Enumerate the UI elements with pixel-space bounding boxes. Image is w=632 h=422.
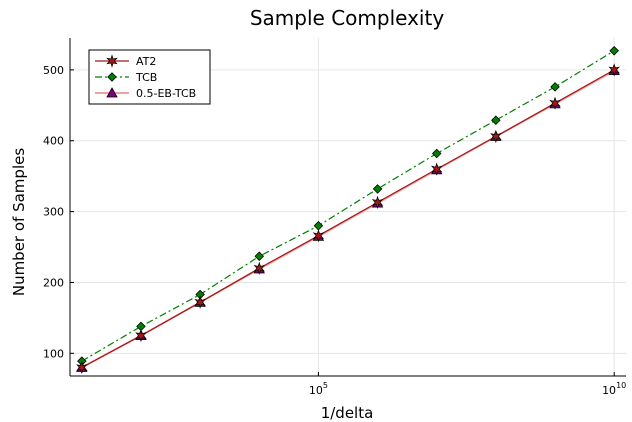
series-1-point-7 (491, 115, 501, 125)
series-1-point-5 (372, 184, 383, 194)
series-0-point-2 (194, 295, 206, 309)
series-0-point-0 (76, 360, 88, 375)
y-tick-label-3: 400 (43, 135, 64, 148)
legend: AT2 TCB 0.5-EB-TCB (88, 49, 211, 105)
legend-label-0: AT2 (136, 55, 156, 68)
legend-marker-2 (106, 87, 118, 98)
chart-title: Sample Complexity (250, 6, 444, 30)
legend-label-2: 0.5-EB-TCB (136, 87, 196, 100)
series-0-point-1 (135, 328, 147, 343)
series-line-0 (81, 69, 615, 369)
x-tick-label-0: 105 (309, 381, 328, 397)
series-1-point-4 (313, 221, 324, 231)
y-axis-label: Number of Samples (10, 148, 28, 296)
series-0-point-5 (371, 195, 384, 210)
series-0-point-9 (608, 63, 620, 77)
x-tick-labels: 105 1010 (309, 381, 626, 397)
series-0-point-3 (253, 261, 266, 275)
axes (69, 38, 626, 377)
series-line-1 (81, 50, 615, 362)
series-group (76, 45, 620, 375)
series-1-point-3 (254, 251, 265, 262)
series-1-point-6 (431, 148, 442, 159)
legend-label-1: TCB (135, 71, 157, 84)
legend-marker-0 (106, 54, 118, 68)
legend-marker-1 (107, 72, 117, 82)
x-tick-label-1: 1010 (602, 381, 626, 397)
x-axis-label: 1/delta (321, 404, 374, 422)
series-0-point-4 (312, 229, 325, 243)
series-1-point-8 (550, 82, 560, 92)
series-0-point-7 (490, 129, 502, 144)
y-tick-label-0: 100 (43, 347, 64, 360)
y-tick-labels: 100 200 300 400 500 (43, 64, 64, 360)
y-tick-label-2: 300 (43, 206, 64, 219)
y-tick-label-1: 200 (43, 276, 64, 289)
series-1-point-9 (609, 45, 619, 56)
series-0-point-8 (549, 96, 561, 110)
y-tick-label-4: 500 (43, 64, 64, 77)
series-0-point-6 (430, 162, 443, 176)
